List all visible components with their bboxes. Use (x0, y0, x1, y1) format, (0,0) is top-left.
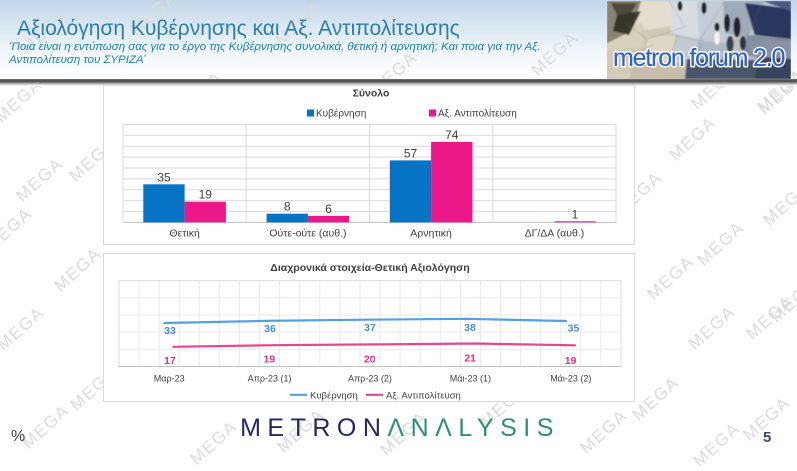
svg-text:17: 17 (164, 355, 176, 367)
svg-text:Αξ. Αντιπολίτευση: Αξ. Αντιπολίτευση (386, 390, 461, 401)
svg-text:6: 6 (325, 202, 332, 216)
svg-text:Θετική: Θετική (169, 228, 200, 240)
svg-text:Ούτε-ούτε (αυθ.): Ούτε-ούτε (αυθ.) (269, 228, 346, 240)
svg-text:38: 38 (464, 322, 476, 334)
svg-text:Αρνητική: Αρνητική (410, 228, 452, 240)
svg-text:metron forum 2.0: metron forum 2.0 (613, 44, 784, 72)
svg-text:57: 57 (404, 146, 418, 160)
svg-text:Σύνολο: Σύνολο (353, 88, 390, 100)
svg-text:19: 19 (565, 355, 577, 367)
svg-text:Διαχρονικά στοιχεία-Θετική Αξι: Διαχρονικά στοιχεία-Θετική Αξιολόγηση (270, 262, 469, 274)
svg-text:19: 19 (264, 354, 276, 366)
svg-text:35: 35 (568, 323, 580, 335)
svg-text:Μαρ-23: Μαρ-23 (154, 374, 185, 384)
svg-text:Κυβέρνηση: Κυβέρνηση (310, 390, 358, 401)
svg-text:33: 33 (164, 325, 176, 337)
svg-text:Μάι-23 (2): Μάι-23 (2) (550, 374, 591, 384)
svg-text:1: 1 (572, 207, 579, 221)
svg-text:Μάι-23 (1): Μάι-23 (1) (450, 374, 491, 384)
svg-text:21: 21 (464, 353, 476, 365)
svg-text:74: 74 (445, 128, 459, 142)
svg-text:Αξ. Αντιπολίτευση: Αξ. Αντιπολίτευση (438, 108, 517, 120)
svg-text:8: 8 (284, 200, 291, 214)
svg-text:Κυβέρνηση: Κυβέρνηση (316, 108, 366, 120)
svg-text:19: 19 (199, 188, 213, 202)
svg-text:Απρ-23 (2): Απρ-23 (2) (348, 374, 392, 384)
svg-text:ΔΓ/ΔΑ (αυθ.): ΔΓ/ΔΑ (αυθ.) (525, 228, 585, 240)
svg-text:36: 36 (264, 323, 276, 335)
svg-text:Απρ-23 (1): Απρ-23 (1) (248, 374, 292, 384)
svg-text:20: 20 (364, 354, 376, 366)
svg-text:37: 37 (364, 322, 376, 334)
svg-text:metron forum 2.0: metron forum 2.0 (613, 44, 784, 72)
svg-text:35: 35 (157, 170, 171, 184)
